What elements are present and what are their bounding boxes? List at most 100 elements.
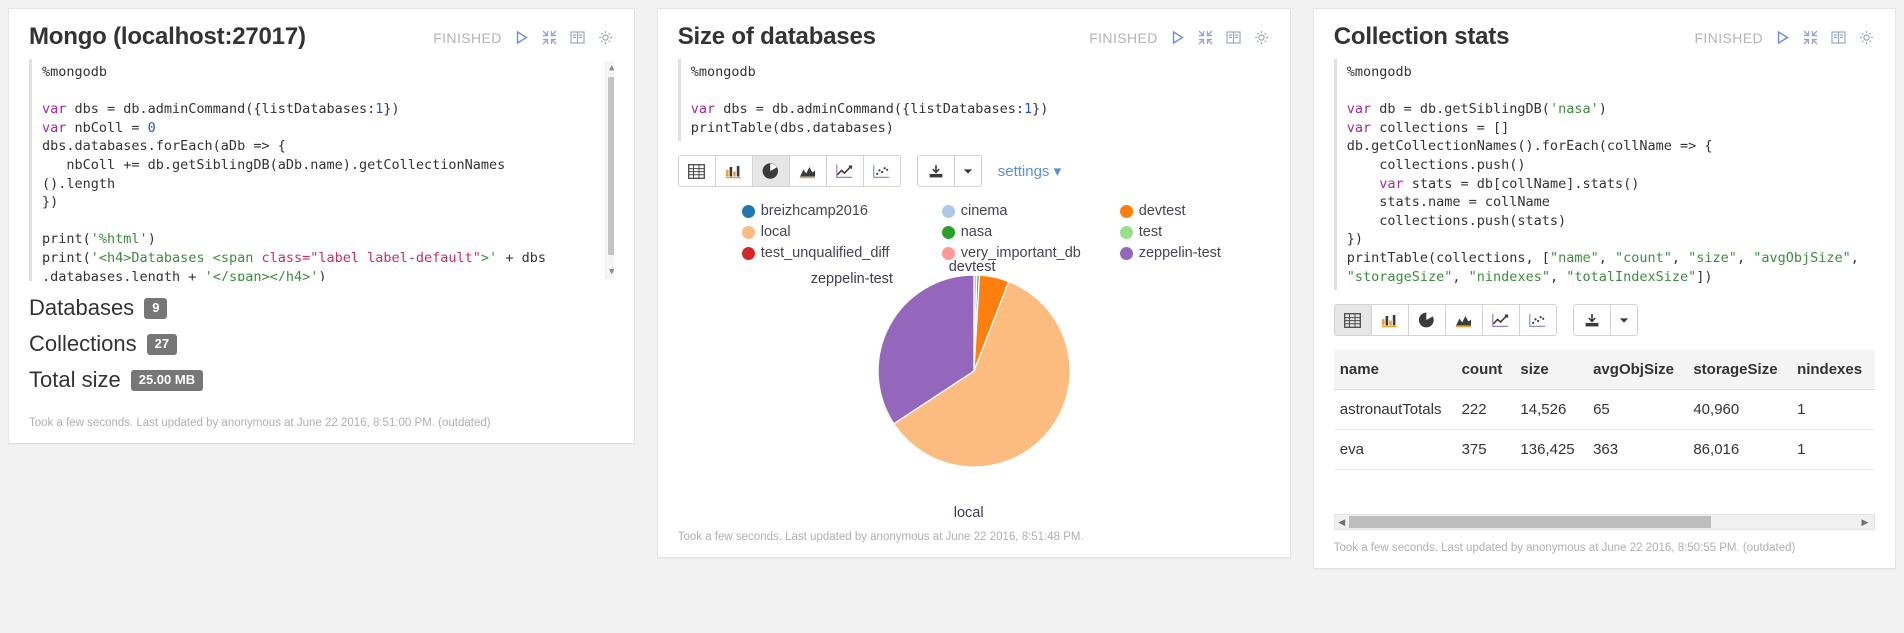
page-title: Size of databases bbox=[677, 23, 876, 50]
paragraph-controls: FINISHED bbox=[1694, 23, 1875, 46]
legend-label: very_important_db bbox=[960, 245, 1081, 262]
status-badge: FINISHED bbox=[433, 29, 502, 46]
table-chart-icon[interactable] bbox=[677, 155, 716, 188]
bar-chart-icon[interactable] bbox=[1370, 304, 1409, 337]
paragraph-controls: FINISHED bbox=[1089, 23, 1270, 46]
result-badge: 25.00 MB bbox=[130, 369, 204, 391]
area-chart-icon[interactable] bbox=[1444, 304, 1483, 337]
scatter-chart-icon[interactable] bbox=[1518, 304, 1557, 337]
pie-chart-visualization: breizhcamp2016 cinema devtest local nasa… bbox=[678, 193, 1270, 521]
chart-legend: breizhcamp2016 cinema devtest local nasa… bbox=[678, 203, 1270, 261]
scroll-down-icon[interactable]: ▼ bbox=[606, 267, 614, 277]
gear-icon[interactable] bbox=[597, 29, 614, 46]
result-badge: 9 bbox=[144, 297, 168, 319]
editor-scrollbar[interactable]: ▲▼ bbox=[604, 61, 614, 279]
paragraph-collection-stats: Collection stats FINISHED bbox=[1312, 8, 1896, 570]
legend-color-swatch bbox=[741, 204, 755, 218]
paragraph-footer: Took a few seconds. Last updated by anon… bbox=[677, 531, 1084, 544]
scroll-right-icon[interactable]: ▶ bbox=[1861, 517, 1869, 528]
table-header-row: name count size avgObjSize storageSize n… bbox=[1333, 350, 1875, 391]
book-icon[interactable] bbox=[569, 29, 586, 46]
column-header-count[interactable]: count bbox=[1455, 350, 1515, 391]
line-chart-icon[interactable] bbox=[1481, 304, 1520, 337]
table-cell: 86,016 bbox=[1687, 429, 1792, 471]
legend-item[interactable]: local bbox=[741, 224, 942, 240]
legend-item[interactable]: cinema bbox=[941, 203, 1120, 219]
column-header-avgobjsize[interactable]: avgObjSize bbox=[1587, 350, 1688, 391]
result-html-output: Databases 9 Collections 27 Total size 25… bbox=[29, 281, 614, 405]
code-editor-collection-stats[interactable]: %mongodb var db = db.getSiblingDB('nasa'… bbox=[1333, 59, 1875, 291]
code-editor-size-of-databases[interactable]: %mongodb var dbs = db.adminCommand({list… bbox=[677, 59, 1270, 142]
legend-color-swatch bbox=[741, 246, 755, 260]
area-chart-icon[interactable] bbox=[788, 155, 827, 188]
visualization-toolbar bbox=[1333, 304, 1875, 337]
legend-item[interactable]: test_unqualified_diff bbox=[741, 245, 942, 261]
table-cell: astronautTotals bbox=[1333, 389, 1456, 431]
column-header-nindexes[interactable]: nindexes bbox=[1791, 350, 1875, 391]
collapse-icon[interactable] bbox=[1802, 29, 1819, 46]
page-title: Collection stats bbox=[1333, 23, 1510, 50]
result-label: Collections bbox=[29, 331, 137, 356]
chart-type-group bbox=[1333, 304, 1557, 337]
table-cell: 1 bbox=[1791, 429, 1875, 471]
legend-item[interactable]: nasa bbox=[941, 224, 1120, 240]
line-chart-icon[interactable] bbox=[825, 155, 864, 188]
table-cell: 136,425 bbox=[1514, 429, 1588, 471]
legend-color-swatch bbox=[941, 204, 955, 218]
book-icon[interactable] bbox=[1225, 29, 1242, 46]
collapse-icon[interactable] bbox=[541, 29, 558, 46]
legend-color-swatch bbox=[1119, 246, 1133, 260]
legend-item[interactable]: breizhcamp2016 bbox=[741, 203, 942, 220]
scroll-left-icon[interactable]: ◀ bbox=[1338, 517, 1346, 528]
legend-item[interactable]: test bbox=[1119, 224, 1290, 240]
pie-slice-label-devtest: devtest bbox=[948, 259, 996, 276]
gear-icon[interactable] bbox=[1253, 29, 1270, 46]
scroll-up-icon[interactable]: ▲ bbox=[606, 63, 614, 73]
legend-item[interactable]: very_important_db bbox=[941, 245, 1120, 262]
paragraph-header: Mongo (localhost:27017) FINISHED bbox=[29, 23, 614, 51]
column-header-storagesize[interactable]: storageSize bbox=[1687, 350, 1792, 391]
table-horizontal-scrollbar[interactable]: ◀ ▶ bbox=[1333, 514, 1875, 531]
legend-item[interactable]: zeppelin-test bbox=[1119, 245, 1290, 261]
run-icon[interactable] bbox=[513, 29, 530, 46]
collection-stats-table: name count size avgObjSize storageSize n… bbox=[1333, 350, 1875, 471]
legend-item[interactable]: devtest bbox=[1119, 203, 1290, 220]
pie-chart-icon[interactable] bbox=[1407, 304, 1446, 337]
download-group bbox=[1572, 304, 1638, 337]
download-icon[interactable] bbox=[1572, 304, 1611, 337]
collapse-icon[interactable] bbox=[1197, 29, 1214, 46]
table-cell: 14,526 bbox=[1514, 389, 1588, 431]
gear-icon[interactable] bbox=[1858, 29, 1875, 46]
pie-chart-svg[interactable] bbox=[870, 263, 1078, 475]
code-editor-mongo[interactable]: %mongodb var dbs = db.adminCommand({list… bbox=[29, 59, 614, 281]
table-row: astronautTotals 222 14,526 65 40,960 1 bbox=[1333, 389, 1875, 431]
table-cell: 1 bbox=[1791, 389, 1875, 431]
download-group bbox=[916, 155, 982, 188]
status-badge: FINISHED bbox=[1089, 29, 1158, 46]
legend-label: breizhcamp2016 bbox=[760, 203, 868, 220]
legend-label: devtest bbox=[1138, 203, 1186, 220]
chevron-down-icon[interactable] bbox=[1609, 304, 1638, 337]
run-icon[interactable] bbox=[1169, 29, 1186, 46]
pie-wrapper: devtest zeppelin-test local bbox=[678, 259, 1270, 521]
table-chart-icon[interactable] bbox=[1333, 304, 1372, 337]
table-cell: 40,960 bbox=[1687, 389, 1792, 431]
scatter-chart-icon[interactable] bbox=[862, 155, 901, 188]
result-table-wrapper: name count size avgObjSize storageSize n… bbox=[1333, 350, 1875, 531]
scrollbar-thumb[interactable] bbox=[607, 77, 614, 255]
column-header-name[interactable]: name bbox=[1333, 350, 1456, 391]
table-cell: 363 bbox=[1587, 429, 1688, 471]
pie-chart-icon[interactable] bbox=[751, 155, 790, 188]
column-header-size[interactable]: size bbox=[1514, 350, 1588, 391]
book-icon[interactable] bbox=[1830, 29, 1847, 46]
run-icon[interactable] bbox=[1774, 29, 1791, 46]
settings-link[interactable]: settings ▾ bbox=[997, 163, 1062, 181]
download-icon[interactable] bbox=[916, 155, 955, 188]
result-label: Total size bbox=[29, 367, 121, 392]
table-cell: 222 bbox=[1455, 389, 1515, 431]
chevron-down-icon[interactable] bbox=[953, 155, 982, 188]
legend-color-swatch bbox=[1119, 225, 1133, 239]
scrollbar-thumb[interactable] bbox=[1348, 516, 1711, 529]
bar-chart-icon[interactable] bbox=[714, 155, 753, 188]
chart-type-group bbox=[677, 155, 901, 188]
